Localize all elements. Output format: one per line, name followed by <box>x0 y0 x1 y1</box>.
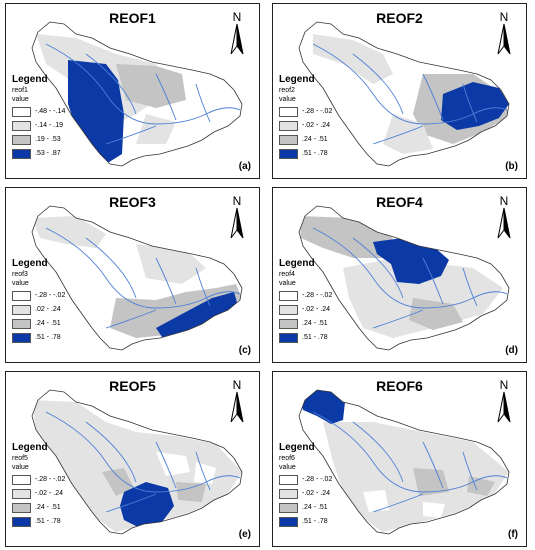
legend-class: .02 - .24 <box>12 303 92 316</box>
legend-class: -.14 - .19 <box>12 119 92 132</box>
basin-map <box>298 205 510 351</box>
basin-map <box>298 21 510 167</box>
legend-field: value <box>12 96 29 103</box>
legend-class: .51 - .78 <box>12 331 92 344</box>
panel-d: REOF4 N Legend reof4 value -.28 - -.02 -… <box>272 187 527 363</box>
legend-layer: reof6 <box>279 455 295 462</box>
legend: Legend reof5 value -.28 - -.02 -.02 - .2… <box>12 442 92 528</box>
legend-class: .24 - .51 <box>12 501 92 514</box>
legend-class: .51 - .78 <box>279 331 359 344</box>
panel-b: REOF2 N Legend reof2 value -.28 - -.02 -… <box>272 3 527 179</box>
legend-class: -.28 - -.02 <box>279 473 359 486</box>
north-arrow-icon: N <box>230 194 244 239</box>
legend-class: -.28 - -.02 <box>12 289 92 302</box>
north-label: N <box>233 378 242 392</box>
legend-field: value <box>12 280 29 287</box>
legend: Legend reof3 value -.28 - -.02 .02 - .24… <box>12 258 92 344</box>
north-arrow-icon: N <box>230 378 244 423</box>
north-label: N <box>233 10 242 24</box>
legend-class: -.02 - .24 <box>279 303 359 316</box>
legend-layer: reof1 <box>12 87 28 94</box>
legend-class: -.28 - -.02 <box>12 473 92 486</box>
legend-title: Legend <box>279 442 315 453</box>
panel-title: REOF3 <box>109 194 156 210</box>
legend-class: .51 - .78 <box>12 515 92 528</box>
panel-label: (d) <box>505 345 518 356</box>
north-arrow-icon: N <box>497 10 511 55</box>
basin-map <box>31 205 243 351</box>
legend: Legend reof4 value -.28 - -.02 -.02 - .2… <box>279 258 359 344</box>
legend-class: -.28 - -.02 <box>279 289 359 302</box>
legend-field: value <box>279 280 296 287</box>
north-label: N <box>500 378 509 392</box>
panel-a: REOF1 N Legend reof1 value -.48 - -.14 -… <box>5 3 260 179</box>
north-label: N <box>500 10 509 24</box>
legend-field: value <box>12 464 29 471</box>
panel-f: REOF6 N Legend reof6 value -.28 - -.02 -… <box>272 371 527 547</box>
north-label: N <box>233 194 242 208</box>
north-arrow-icon: N <box>497 378 511 423</box>
legend-title: Legend <box>12 442 48 453</box>
legend: Legend reof6 value -.28 - -.02 -.02 - .2… <box>279 442 359 528</box>
basin-map <box>31 21 243 167</box>
legend-field: value <box>279 464 296 471</box>
legend-layer: reof4 <box>279 271 295 278</box>
legend-field: value <box>279 96 296 103</box>
panel-label: (f) <box>508 529 518 540</box>
legend-layer: reof3 <box>12 271 28 278</box>
north-arrow-icon: N <box>230 10 244 55</box>
legend-class: .19 - .53 <box>12 133 92 146</box>
legend: Legend reof1 value -.48 - -.14 -.14 - .1… <box>12 74 92 160</box>
basin-map <box>31 389 243 535</box>
legend-class: -.02 - .24 <box>279 487 359 500</box>
panel-c: REOF3 N Legend reof3 value -.28 - -.02 .… <box>5 187 260 363</box>
legend-class: .53 - .87 <box>12 147 92 160</box>
panel-title: REOF4 <box>376 194 423 210</box>
panel-label: (e) <box>238 529 251 540</box>
panel-title: REOF1 <box>109 10 156 26</box>
legend-title: Legend <box>12 258 48 269</box>
legend-class: -.02 - .24 <box>12 487 92 500</box>
legend-class: -.28 - -.02 <box>279 105 359 118</box>
legend-class: -.02 - .24 <box>279 119 359 132</box>
legend-layer: reof2 <box>279 87 295 94</box>
legend-title: Legend <box>12 74 48 85</box>
legend-class: .51 - .78 <box>279 147 359 160</box>
basin-map <box>298 389 510 535</box>
legend-class: .24 - .51 <box>279 317 359 330</box>
panel-label: (c) <box>238 345 251 356</box>
legend-title: Legend <box>279 74 315 85</box>
legend-layer: reof5 <box>12 455 28 462</box>
panel-title: REOF5 <box>109 378 156 394</box>
panel-label: (a) <box>238 161 251 172</box>
legend-class: .24 - .51 <box>279 133 359 146</box>
panel-e: REOF5 N Legend reof5 value -.28 - -.02 -… <box>5 371 260 547</box>
legend-class: .51 - .78 <box>279 515 359 528</box>
north-arrow-icon: N <box>497 194 511 239</box>
panel-title: REOF6 <box>376 378 423 394</box>
legend-title: Legend <box>279 258 315 269</box>
legend-class: -.48 - -.14 <box>12 105 92 118</box>
legend: Legend reof2 value -.28 - -.02 -.02 - .2… <box>279 74 359 160</box>
north-label: N <box>500 194 509 208</box>
legend-class: .24 - .51 <box>279 501 359 514</box>
panel-label: (b) <box>505 161 518 172</box>
panel-title: REOF2 <box>376 10 423 26</box>
legend-class: .24 - .51 <box>12 317 92 330</box>
